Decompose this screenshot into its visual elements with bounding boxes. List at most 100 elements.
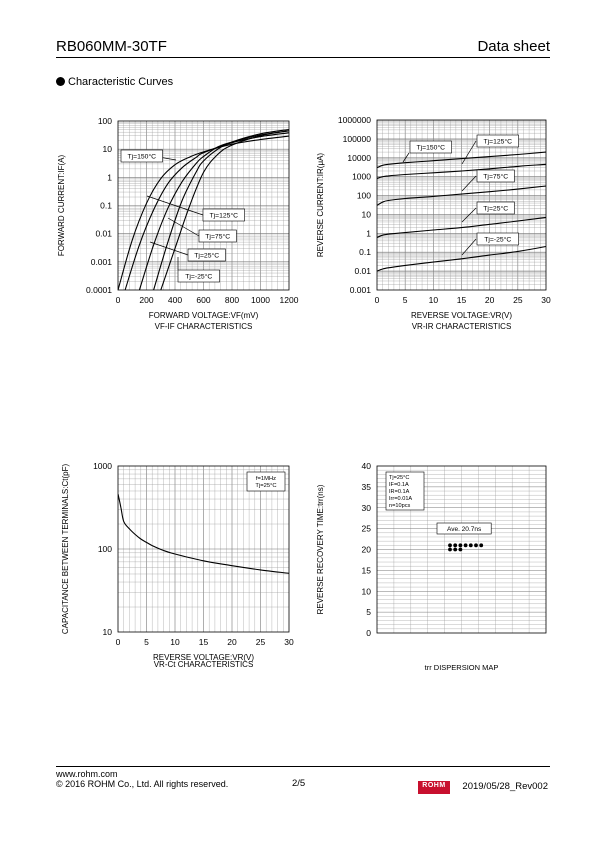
vf-if-series-1 [118,135,289,290]
y-tick-label: 0.001 [350,285,372,295]
average-box [436,522,492,535]
vr-ir-series-label-box [476,134,519,148]
x-tick-label: 5 [144,637,149,647]
plot-frame [376,465,547,634]
x-tick-label: 5 [403,295,408,305]
trr-data-point [458,547,463,552]
average-label: Ave. 20.7ns [447,526,482,533]
x-tick-label: 20 [227,637,237,647]
vr-ir-series-label-box [409,140,452,154]
y-tick-label: 0.01 [354,266,371,276]
vf-if-series-label-box [198,229,237,243]
y-tick-label: 10 [362,209,372,219]
y-tick-label: 5 [366,607,371,617]
vr-ir-series-2 [377,163,546,180]
vr-ir-series-1 [377,151,546,169]
y-tick-label: 30 [362,503,372,513]
y-tick-label: 10000 [347,153,371,163]
trr-data-point [468,543,473,548]
x-tick-label: 20 [485,295,495,305]
condition-text: Tj=25°C [255,483,276,489]
y-tick-label: 0 [366,628,371,638]
rohm-logo: ROHM [418,781,450,794]
y-tick-label: 0.1 [100,201,112,211]
y-tick-label: 15 [362,565,372,575]
trr-data-point [458,543,463,548]
plot-frame [117,120,290,291]
footer-url[interactable]: www.rohm.com [56,769,118,779]
vf-if-series-label-leader [149,241,189,256]
conditions-box [385,471,425,511]
vf-if-series-label-box [120,149,163,163]
y-tick-label: 0.001 [91,257,113,267]
y-tick-label: 0.01 [95,229,112,239]
x-axis-label: REVERSE VOLTAGE:VR(V) [411,311,512,320]
trr-data-point [448,543,452,548]
x-tick-label: 800 [225,295,239,305]
x-tick-label: 1000 [251,295,270,305]
vf-if-series-5 [160,130,289,290]
logo-text: ROHM [422,782,446,789]
y-axis-label: FORWARD CURRENT:IF(A) [57,155,66,257]
y-tick-label: 25 [362,524,372,534]
x-tick-label: 400 [168,295,182,305]
trr-data-point [479,543,484,548]
vf-if-series-label: Tj=150°C [127,153,156,161]
vr-ir-series-label-leader [461,175,477,192]
chart-caption: VR-IR CHARACTERISTICS [412,322,512,331]
x-tick-label: 10 [170,637,180,647]
x-tick-label: 15 [457,295,467,305]
trr-data-point [453,543,458,548]
vr-ct-series-1 [118,493,289,574]
vf-if-series-label: Tj=125°C [209,212,238,220]
vr-ir-series-4 [377,216,546,239]
x-tick-label: 1200 [280,295,299,305]
vf-if-series-label-box [187,248,226,262]
vr-ir-series-label: Tj=75°C [483,173,508,181]
y-axis-label: REVERSE RECOVERY TIME:trr(ns) [316,484,325,614]
chart-caption: VF-IF CHARACTERISTICS [155,322,253,331]
vr-ir-series-label: Tj=-25°C [484,236,511,244]
y-tick-label: 1 [366,228,371,238]
y-tick-label: 1000 [352,172,371,182]
trr-data-point [453,547,458,552]
section-heading: Characteristic Curves [56,76,173,88]
x-axis-label: FORWARD VOLTAGE:VF(mV) [149,311,259,320]
x-tick-label: 600 [196,295,210,305]
vr-ir-series-label-box [476,232,519,246]
plot-frame [117,465,290,633]
condition-text: IR=0.1A [389,489,410,495]
y-tick-label: 100 [98,116,112,126]
vf-if-series-label: Tj=75°C [205,233,230,241]
vf-if-series-label-leader [167,217,200,237]
document-title: RB060MM-30TF [56,38,167,55]
vf-if-series-4 [153,128,289,290]
y-axis-label: REVERSE CURRENT:IR(μA) [316,153,325,258]
condition-box [246,471,286,492]
vr-ir-series-label-leader [461,238,477,256]
y-tick-label: 10 [103,144,113,154]
x-tick-label: 30 [284,637,294,647]
document-type: Data sheet [477,38,550,55]
vr-ir-series-5 [377,245,546,272]
x-tick-label: 10 [429,295,439,305]
footer-date-revision: 2019/05/28_Rev002 [462,781,548,792]
footer-copyright: © 2016 ROHM Co., Ltd. All rights reserve… [56,779,229,789]
y-tick-label: 1000 [93,461,112,471]
y-axis-label: CAPACITANCE BETWEEN TERMINALS:Ct(pF) [61,464,70,635]
page-number: 2/5 [292,778,306,789]
condition-text: Tj=25°C [389,475,409,481]
condition-text: IF=0.1A [389,482,409,488]
condition-text: f=1MHz [256,476,276,482]
vr-ir-series-label: Tj=150°C [416,144,445,152]
y-tick-label: 10 [103,627,113,637]
chart-caption: trr DISPERSION MAP [425,663,499,672]
chart-1 [117,120,290,291]
section-title: Characteristic Curves [68,76,174,88]
trr-data-point [448,547,452,552]
condition-text: Irr=0.01A [389,496,412,502]
x-tick-label: 0 [116,637,121,647]
y-tick-label: 100000 [343,134,372,144]
x-tick-label: 25 [256,637,266,647]
